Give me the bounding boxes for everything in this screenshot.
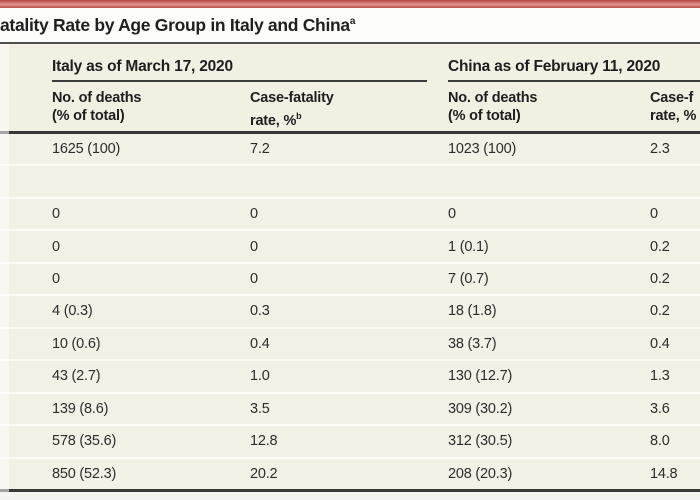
table-cell: 0 bbox=[52, 206, 60, 223]
table-cell: 309 (30.2) bbox=[448, 400, 513, 417]
table-bottom-rule bbox=[0, 489, 700, 492]
table-cell: 0.4 bbox=[650, 335, 670, 352]
header-body-divider bbox=[0, 131, 700, 134]
table-header: Italy as of March 17, 2020 China as of F… bbox=[0, 44, 700, 131]
table-cell: 0.2 bbox=[650, 271, 670, 288]
table-cell: 3.6 bbox=[650, 400, 670, 417]
table-cell: 0 bbox=[52, 271, 60, 288]
table-cell: 0.3 bbox=[250, 303, 270, 320]
table-cell: 0 bbox=[250, 238, 258, 255]
column-group-china: China as of February 11, 2020 bbox=[448, 44, 700, 82]
table-cell: 12.8 bbox=[250, 433, 278, 450]
header-china-cfr-line2: rate, % bbox=[650, 108, 697, 124]
table-row: 0 0 7 (0.7) 0.2 bbox=[0, 264, 700, 297]
table-cell: 0.4 bbox=[250, 335, 270, 352]
table-cell: 7 (0.7) bbox=[448, 271, 489, 288]
table-row bbox=[0, 166, 700, 199]
column-group-china-label: China as of February 11, 2020 bbox=[448, 58, 661, 75]
table-cell: 2.3 bbox=[650, 141, 670, 158]
header-italy-cfr: Case-fatality rate, %b bbox=[250, 89, 448, 130]
table-cell: 1023 (100) bbox=[448, 141, 517, 158]
table-row: 578 (35.6) 12.8 312 (30.5) 8.0 bbox=[0, 426, 700, 459]
table-cell: 0 bbox=[448, 206, 456, 223]
table-row: 1625 (100) 7.2 1023 (100) 2.3 bbox=[0, 134, 700, 167]
table-cell: 7.2 bbox=[250, 141, 270, 158]
table-cell: 130 (12.7) bbox=[448, 368, 513, 385]
table-cell: 0.2 bbox=[650, 238, 670, 255]
table-cell: 578 (35.6) bbox=[52, 433, 117, 450]
table-row: 850 (52.3) 20.2 208 (20.3) 14.8 bbox=[0, 459, 700, 489]
header-italy-cfr-line1: Case-fatality bbox=[250, 90, 334, 106]
title-area: atality Rate by Age Group in Italy and C… bbox=[0, 8, 700, 42]
table-cell: 43 (2.7) bbox=[52, 368, 101, 385]
table-cell: 38 (3.7) bbox=[448, 335, 497, 352]
column-group-italy-label: Italy as of March 17, 2020 bbox=[52, 58, 233, 75]
table-cell: 0 bbox=[250, 206, 258, 223]
sub-header-row: No. of deaths (% of total) Case-fatality… bbox=[0, 82, 700, 130]
table-row: 10 (0.6) 0.4 38 (3.7) 0.4 bbox=[0, 329, 700, 362]
table-cell: 3.5 bbox=[250, 400, 270, 417]
column-group-china-underline bbox=[448, 80, 700, 82]
header-italy-deaths: No. of deaths (% of total) bbox=[52, 89, 250, 130]
table-cell: 850 (52.3) bbox=[52, 465, 117, 482]
table-cell: 20.2 bbox=[250, 465, 278, 482]
header-italy-deaths-line2: (% of total) bbox=[52, 108, 125, 124]
table-row: 0 0 1 (0.1) 0.2 bbox=[0, 231, 700, 264]
table-cell: 1 (0.1) bbox=[448, 238, 489, 255]
table-cell: 8.0 bbox=[650, 433, 670, 450]
table-row: 4 (0.3) 0.3 18 (1.8) 0.2 bbox=[0, 296, 700, 329]
table-cell: 10 (0.6) bbox=[52, 335, 101, 352]
table-body: 1625 (100) 7.2 1023 (100) 2.3 0 0 0 0 0 0 1 (0.1) 0… bbox=[0, 134, 700, 489]
table-cell: 0 bbox=[250, 271, 258, 288]
header-italy-cfr-line2: rate, %b bbox=[250, 107, 448, 130]
table-row: 43 (2.7) 1.0 130 (12.7) 1.3 bbox=[0, 361, 700, 394]
table-row: 0 0 0 0 bbox=[0, 199, 700, 232]
table-cell: 1.0 bbox=[250, 368, 270, 385]
header-china-deaths-line2: (% of total) bbox=[448, 108, 521, 124]
column-group-italy: Italy as of March 17, 2020 bbox=[52, 44, 427, 82]
table-cell: 1.3 bbox=[650, 368, 670, 385]
header-china-deaths-line1: No. of deaths bbox=[448, 90, 538, 106]
table-cell: 14.8 bbox=[650, 465, 678, 482]
table-cell: 18 (1.8) bbox=[448, 303, 497, 320]
header-china-cfr-line1: Case-f bbox=[650, 90, 694, 106]
table-cell: 1625 (100) bbox=[52, 141, 121, 158]
table-row: 139 (8.6) 3.5 309 (30.2) 3.6 bbox=[0, 394, 700, 427]
title-divider bbox=[0, 42, 700, 44]
accent-bar bbox=[0, 0, 700, 8]
table-title-text: atality Rate by Age Group in Italy and C… bbox=[0, 14, 350, 35]
table-cell: 0 bbox=[650, 206, 658, 223]
table-cell: 4 (0.3) bbox=[52, 303, 93, 320]
table-cell: 0.2 bbox=[650, 303, 670, 320]
table-cell: 312 (30.5) bbox=[448, 433, 513, 450]
header-italy-cfr-line2-text: rate, % bbox=[250, 112, 297, 129]
header-italy-cfr-footnote-marker: b bbox=[296, 111, 302, 121]
header-china-cfr: Case-f rate, % bbox=[650, 89, 700, 130]
header-china-deaths: No. of deaths (% of total) bbox=[448, 89, 650, 130]
column-group-row: Italy as of March 17, 2020 China as of F… bbox=[0, 44, 700, 82]
header-italy-deaths-line1: No. of deaths bbox=[52, 90, 142, 106]
table-cell: 139 (8.6) bbox=[52, 400, 109, 417]
title-footnote-marker: a bbox=[349, 15, 356, 27]
table-cell: 0 bbox=[52, 238, 60, 255]
column-group-italy-underline bbox=[52, 80, 427, 82]
table-title: atality Rate by Age Group in Italy and C… bbox=[0, 15, 355, 36]
footer-space bbox=[0, 492, 700, 500]
table-cell: 208 (20.3) bbox=[448, 465, 513, 482]
